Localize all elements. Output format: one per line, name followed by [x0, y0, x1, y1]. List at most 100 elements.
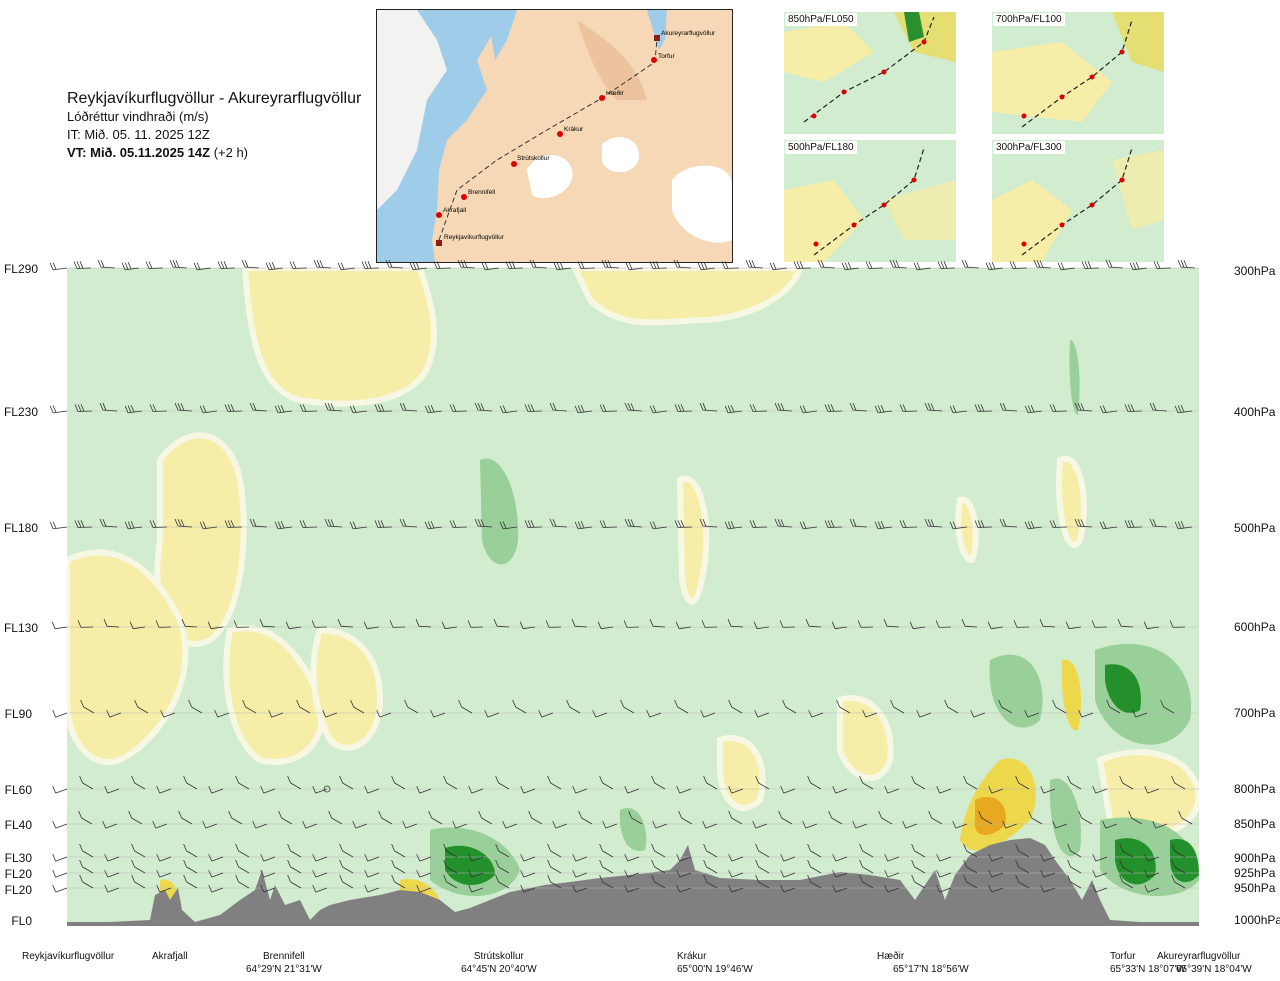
wind-barb	[1106, 699, 1121, 714]
wind-barb	[1015, 859, 1030, 874]
wind-barb	[468, 785, 484, 794]
wind-barb	[628, 810, 643, 825]
wind-barb	[884, 853, 900, 862]
location-name: Reykjavíkurflugvöllur	[22, 951, 115, 962]
wind-barb	[1024, 520, 1043, 530]
thumbnail-500hpa[interactable]: 500hPa/FL180	[784, 140, 956, 262]
valid-time-value: VT: Mið. 05.11.2025 14Z	[67, 145, 211, 160]
fjord-north	[487, 10, 517, 60]
wind-barb	[572, 884, 588, 893]
wind-barb	[378, 810, 393, 825]
location-label-haedir: Hæðir 65°17'N 18°56'W	[877, 950, 969, 976]
wind-barb	[849, 402, 868, 412]
wind-barb	[549, 402, 568, 412]
wind-barb	[287, 874, 302, 889]
wind-barb	[625, 262, 644, 271]
wind-barb	[745, 259, 764, 269]
wind-barb	[752, 820, 768, 829]
wind-barb	[878, 810, 893, 825]
wind-barb	[652, 820, 668, 829]
wind-barb	[1040, 853, 1056, 862]
thumbnail-700hpa[interactable]: 700hPa/FL100	[992, 12, 1164, 134]
land-westfjords	[377, 10, 447, 210]
wind-barb	[675, 621, 692, 630]
wind-barb	[352, 820, 368, 829]
flight-level-label: FL40	[4, 818, 32, 832]
wind-barb	[416, 785, 432, 794]
field-yellow-plume-12	[1096, 749, 1199, 837]
wind-barb	[235, 843, 250, 858]
map-marker-strutskollur	[511, 161, 517, 167]
wind-barb	[376, 709, 392, 718]
wind-barb	[224, 520, 243, 528]
wind-barb	[1067, 843, 1082, 858]
thumbnail-850hpa[interactable]: 850hPa/FL050	[784, 12, 956, 134]
wind-barb	[364, 785, 380, 794]
glacier-hofsjokull	[602, 137, 639, 173]
wind-barb	[106, 709, 122, 718]
wind-barb	[1128, 810, 1143, 825]
wind-barb	[1078, 810, 1093, 825]
wind-barb	[799, 521, 818, 530]
wind-barb	[155, 620, 172, 628]
wind-barb	[703, 874, 718, 889]
flight-level-label: FL180	[3, 521, 38, 535]
wind-barb	[1132, 709, 1148, 718]
wind-barb	[312, 785, 328, 794]
wind-barb	[152, 820, 168, 829]
wind-barb	[1078, 709, 1094, 718]
wind-barb	[512, 699, 527, 714]
wind-barb	[928, 810, 943, 825]
wind-barb	[78, 810, 93, 825]
pressure-level-label: 900hPa	[1234, 851, 1276, 865]
wind-barb	[1119, 775, 1134, 790]
wind-barb	[1013, 620, 1030, 628]
wind-barb	[874, 404, 893, 414]
thumbnail-300hpa[interactable]: 300hPa/FL300	[992, 140, 1164, 262]
wind-barb	[49, 405, 68, 414]
wind-barb	[322, 709, 338, 718]
wind-barb	[302, 820, 318, 829]
field-yellow-plume-8	[676, 475, 710, 605]
wind-barb	[124, 404, 143, 414]
wind-barb	[824, 404, 843, 412]
wind-barb	[592, 709, 608, 718]
wind-barb	[121, 261, 140, 271]
wind-barb	[389, 620, 406, 628]
wind-barb	[519, 621, 536, 630]
wind-barb	[859, 843, 874, 858]
wind-barb	[1015, 775, 1030, 790]
wind-barb	[520, 884, 536, 893]
wind-barb	[278, 810, 293, 825]
wind-barb	[1174, 520, 1193, 530]
wind-barb	[468, 869, 484, 878]
wind-barb	[884, 884, 900, 893]
wind-barb	[849, 518, 868, 528]
wind-barb	[913, 262, 932, 271]
wind-barb	[1092, 853, 1108, 862]
field-green-cell-5	[1100, 817, 1199, 897]
wind-barb	[52, 869, 68, 878]
wind-barb	[99, 518, 118, 528]
thumbnail-850hpa-svg	[784, 12, 956, 134]
wind-barb	[416, 853, 432, 862]
field-yellow-plume-6	[310, 626, 384, 751]
wind-barb	[74, 520, 93, 528]
wind-barb	[780, 853, 796, 862]
pressure-level-label: 600hPa	[1234, 620, 1276, 634]
valid-offset: (+2 h)	[210, 145, 249, 160]
pressure-level-label: 400hPa	[1234, 405, 1276, 419]
wind-barb	[495, 859, 510, 874]
map-label-brennifell: Brennifell	[468, 189, 496, 196]
map-marker-akrafjall	[436, 212, 442, 218]
wind-barb	[1039, 619, 1056, 628]
wind-barb	[99, 402, 118, 412]
location-label-akureyrarflugvollur: Akureyrarflugvöllur 65°39'N 18°04'W	[1157, 950, 1252, 976]
wind-barb	[363, 621, 380, 630]
wind-barb	[484, 709, 500, 718]
wind-barb	[774, 518, 793, 528]
thumbnail-500hpa-svg	[784, 140, 956, 262]
wind-barb	[312, 884, 328, 893]
wind-barb	[1124, 520, 1143, 528]
wind-barb	[649, 521, 668, 530]
